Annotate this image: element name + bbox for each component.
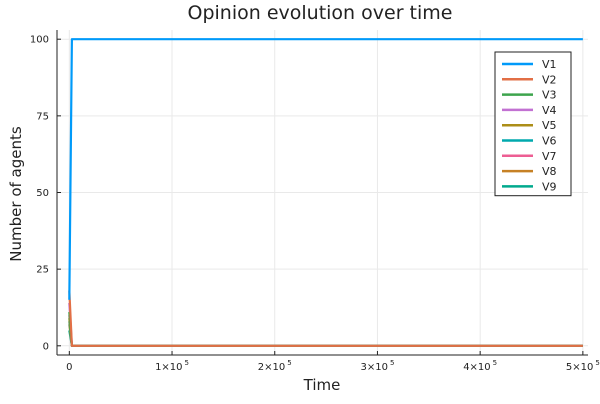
series-line-v2: [68, 290, 583, 347]
legend-label-v6: V6: [542, 135, 557, 148]
x-axis-title: Time: [303, 376, 341, 394]
series-line-v7: [68, 315, 583, 347]
y-tick-label: 100: [30, 35, 49, 46]
y-tick-label: 25: [36, 265, 49, 276]
axes: 0 1×10 5 2×10 5 3×10 5 4×10 5 5×10 5 0 25 50 75 100: [30, 30, 600, 373]
series-line-v6: [68, 321, 583, 347]
x-tick-label: 4×10 5: [463, 359, 497, 373]
x-tick-label: 1×10 5: [155, 359, 189, 373]
series-line-v8: [68, 324, 583, 347]
legend-label-v7: V7: [542, 150, 557, 163]
y-tick-label: 0: [43, 341, 49, 352]
legend-label-v5: V5: [542, 119, 557, 132]
chart-title: Opinion evolution over time: [188, 2, 453, 24]
legend-label-v8: V8: [542, 165, 557, 178]
y-axis-title: Number of agents: [7, 126, 25, 262]
y-tick-label: 50: [36, 188, 49, 199]
series-line-v1: [68, 38, 583, 300]
series-line-v9: [68, 330, 583, 347]
series-line-v5: [68, 318, 583, 347]
series-line-v4: [68, 302, 583, 347]
legend-label-v4: V4: [542, 104, 557, 117]
x-tick-label: 2×10 5: [258, 359, 292, 373]
legend-label-v3: V3: [542, 89, 557, 102]
legend-label-v9: V9: [542, 180, 557, 193]
x-tick-label: 5×10 5: [566, 359, 600, 373]
x-tick-label: 3×10 5: [360, 359, 394, 373]
series-lines: [68, 38, 583, 347]
legend-box: [494, 51, 572, 197]
legend: V1 V2 V3 V4 V5 V6 V7 V8 V9: [494, 51, 572, 197]
series-line-v3: [68, 311, 583, 347]
legend-label-v1: V1: [542, 58, 557, 71]
legend-label-v2: V2: [542, 73, 557, 86]
x-tick-label: 0: [66, 362, 72, 373]
y-tick-label: 75: [36, 111, 49, 122]
